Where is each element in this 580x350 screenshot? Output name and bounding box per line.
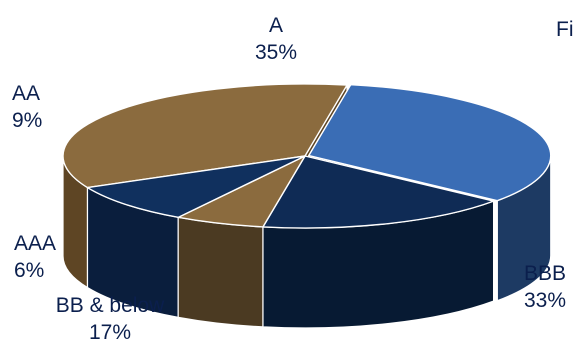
slice-a bbox=[62, 83, 348, 189]
slice-aa bbox=[86, 155, 306, 219]
label-aa: AA 9% bbox=[12, 80, 42, 134]
slice-label-aa: AA bbox=[12, 82, 41, 105]
slice-value-aaa: 6% bbox=[14, 259, 45, 282]
slice-label-bb-below: BB & below bbox=[55, 294, 165, 317]
slice-label-bbb: BBB bbox=[524, 262, 567, 285]
slice-bbb bbox=[308, 83, 552, 202]
slice-side-aaa-3 bbox=[177, 216, 264, 328]
slice-value-bb-below: 17% bbox=[88, 321, 132, 344]
slice-value-aa: 9% bbox=[12, 109, 43, 132]
slice-value-bbb: 33% bbox=[524, 289, 567, 312]
title-fragment: Fi bbox=[556, 18, 574, 41]
slice-label-a: A bbox=[268, 14, 283, 37]
slice-bb-and-below bbox=[262, 155, 495, 229]
label-bb-below: BB & below 17% bbox=[40, 292, 180, 346]
slice-value-a: 35% bbox=[254, 41, 298, 64]
label-aaa: AAA 6% bbox=[14, 230, 56, 284]
label-bbb: BBB 33% bbox=[524, 260, 566, 314]
label-a: A 35% bbox=[248, 12, 304, 66]
slice-label-aaa: AAA bbox=[14, 232, 57, 255]
